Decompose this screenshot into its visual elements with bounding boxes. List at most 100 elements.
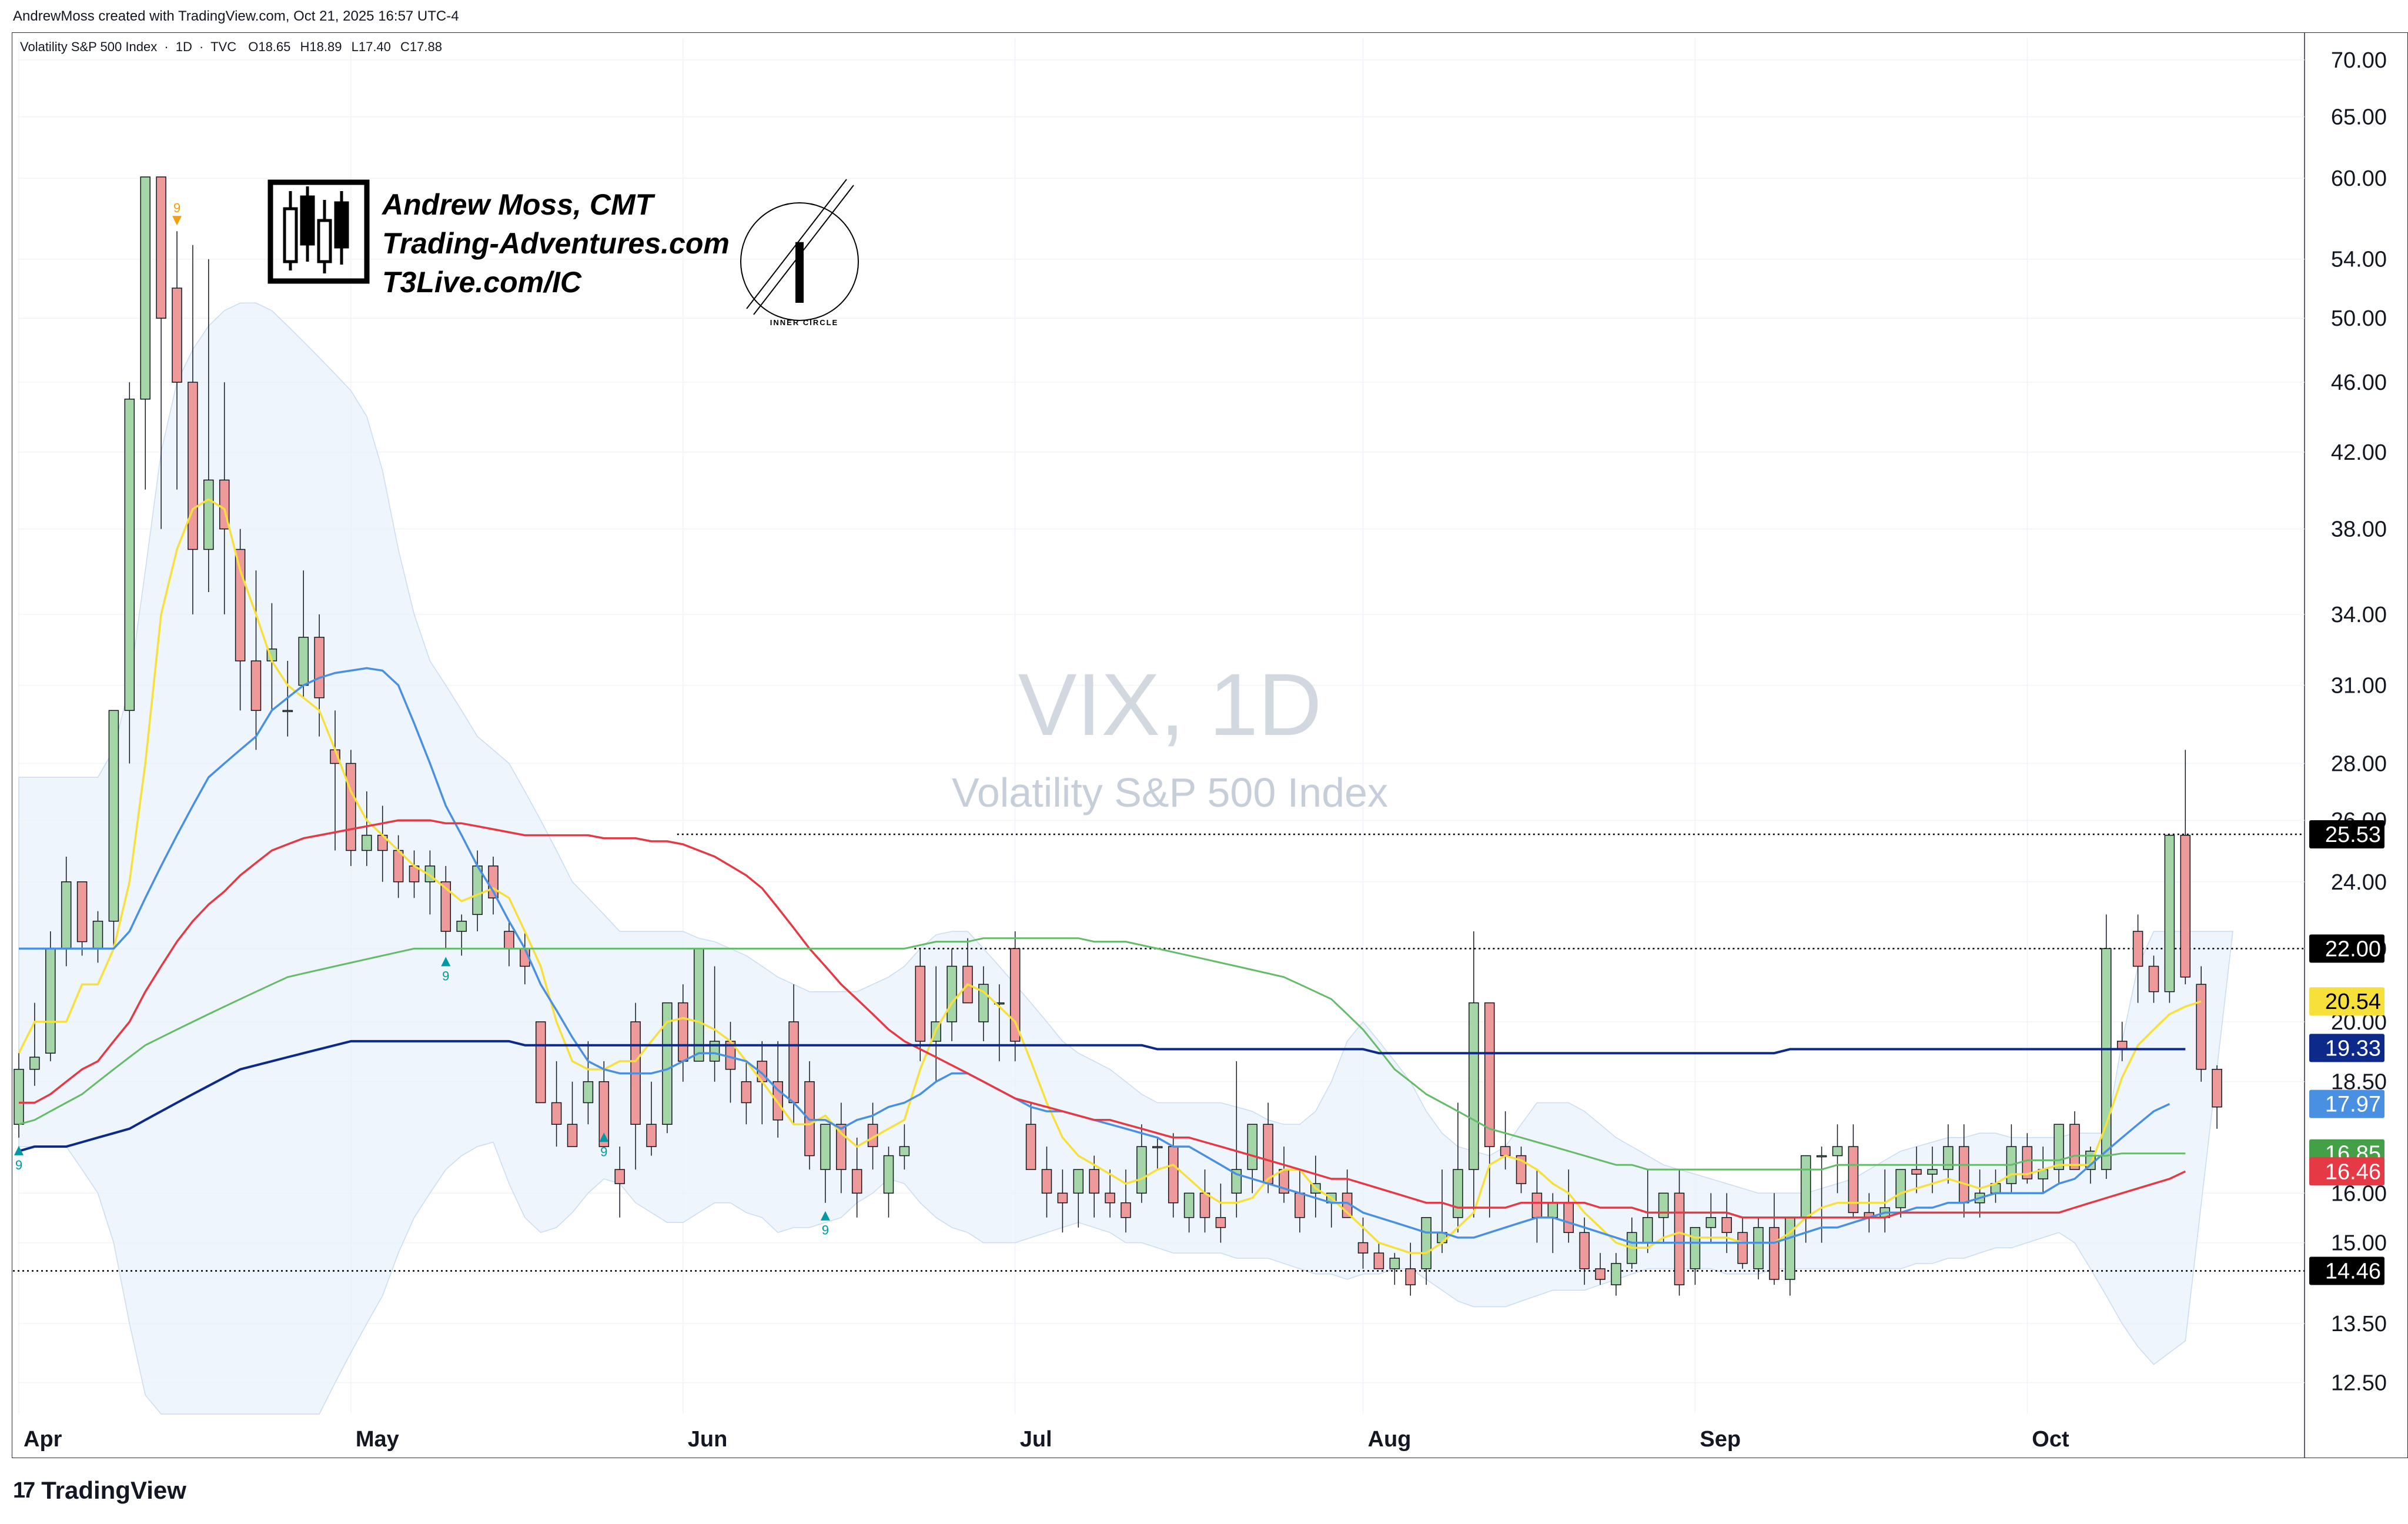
legend-separator: · <box>199 39 203 54</box>
price-badge <box>2309 1089 2384 1118</box>
candle-up <box>61 881 72 950</box>
sequence-count-label: 9 <box>15 1158 22 1172</box>
price-badge <box>2309 1256 2384 1285</box>
candle-down <box>1958 1146 1969 1204</box>
legend-close-label: C <box>400 39 410 54</box>
candle-down <box>2180 834 2191 978</box>
candle-logo-frame <box>267 179 370 284</box>
price-badge-label: 20.54 <box>2325 990 2381 1014</box>
candle-up <box>1073 1169 1084 1194</box>
candle-down <box>393 850 404 883</box>
price-axis-label: 24.00 <box>2331 870 2387 895</box>
time-axis-label: Apr <box>24 1427 62 1452</box>
candle-down <box>915 965 926 1042</box>
candle-up <box>947 965 957 1022</box>
candle-down <box>2069 1124 2080 1170</box>
candle-up <box>124 399 135 711</box>
price-axis-label: 13.50 <box>2331 1312 2387 1336</box>
candle-down <box>598 1081 610 1147</box>
author-name: Andrew Moss, CMT <box>381 188 656 221</box>
candle-up <box>2054 1124 2064 1170</box>
candle-logo-icon <box>283 186 349 273</box>
price-axis-label: 54.00 <box>2331 248 2387 272</box>
legend-low-label: L <box>352 39 359 54</box>
moving-average-line <box>18 937 2186 1171</box>
candle-down <box>1674 1192 1685 1285</box>
candle-up <box>29 1057 40 1070</box>
candle-up <box>583 1081 594 1104</box>
author-url: T3Live.com/IC <box>382 266 582 299</box>
candle-down <box>1373 1252 1384 1269</box>
candle-up <box>1816 1155 1827 1158</box>
candle-up <box>1832 1146 1843 1157</box>
candle-up <box>899 1146 910 1157</box>
candle-down <box>836 1124 847 1170</box>
legend-high-label: H <box>300 39 310 54</box>
candle-down <box>1721 1217 1732 1234</box>
candle-up <box>1421 1217 1432 1269</box>
legend-open: 18.65 <box>258 39 290 54</box>
candle-down <box>1595 1268 1606 1280</box>
candle-up <box>298 637 309 686</box>
candle-down <box>567 1124 578 1147</box>
time-axis-label: May <box>356 1427 399 1452</box>
candle-up <box>456 921 467 932</box>
price-axis-label: 38.00 <box>2331 517 2387 542</box>
candle-down <box>1911 1169 1922 1175</box>
candle-down <box>1563 1202 1574 1234</box>
price-badge-label: 14.46 <box>2325 1259 2381 1284</box>
price-badge-label: 16.46 <box>2325 1159 2381 1184</box>
price-axis-label: 70.00 <box>2331 48 2387 73</box>
candle-down <box>1215 1217 1226 1228</box>
candle-down <box>788 1021 799 1104</box>
sequence-arrow-up <box>441 957 451 967</box>
candle-up <box>92 921 103 950</box>
time-axis-label: Jun <box>688 1427 728 1452</box>
candle-up <box>282 710 293 713</box>
candle-up <box>1800 1155 1811 1218</box>
legend-separator: · <box>164 39 168 54</box>
candle-up <box>1247 1124 1257 1170</box>
price-badge <box>2309 1034 2384 1062</box>
candle-down <box>2132 931 2143 967</box>
candle-up <box>14 1068 24 1125</box>
candle-up <box>2101 948 2112 1170</box>
candle-down <box>1089 1169 1099 1194</box>
legend-symbol: Volatility S&P 500 Index <box>20 39 157 54</box>
author-branding: Andrew Moss, CMT Trading-Adventures.com … <box>267 179 859 327</box>
sequence-arrow-up <box>599 1132 609 1142</box>
candle-down <box>1500 1146 1511 1157</box>
sequence-count-label: 9 <box>600 1144 607 1159</box>
badge-text: INNER CIRCLE <box>770 318 838 327</box>
tradingview-logo[interactable]: 17 TradingView <box>13 1473 186 1508</box>
sequence-count-label: 9 <box>442 968 449 983</box>
candle-up <box>472 865 483 915</box>
price-axis-label: 65.00 <box>2331 105 2387 130</box>
watermark: VIX, 1D Volatility S&P 500 Index <box>952 655 1388 816</box>
candlestick-chart[interactable]: VIX, 1D Volatility S&P 500 Index 9 9 9 9 9 A… <box>11 32 2408 1459</box>
candle-down <box>678 1002 688 1062</box>
candle-down <box>1057 1192 1068 1204</box>
badge-circle <box>740 202 859 321</box>
candle-up <box>362 834 372 851</box>
candle-down <box>1105 1192 1115 1204</box>
candle-up <box>1152 1146 1163 1148</box>
candle-down <box>646 1124 657 1147</box>
chart-caption: AndrewMoss created with TradingView.com,… <box>13 8 459 24</box>
inner-circle-badge: I INNER CIRCLE <box>740 179 859 327</box>
candle-down <box>614 1169 625 1184</box>
candle-down <box>1579 1232 1590 1269</box>
candle-down <box>741 1081 752 1104</box>
candle-up <box>1927 1169 1938 1175</box>
moving-average-line <box>19 819 2186 1219</box>
candle-up <box>1389 1258 1400 1269</box>
candle-up <box>1183 1192 1195 1218</box>
legend-interval: 1D <box>176 39 192 54</box>
legend-low: 17.40 <box>359 39 391 54</box>
candle-down <box>1263 1124 1273 1184</box>
candle-down <box>440 881 452 932</box>
legend-source: TVC <box>210 39 236 54</box>
price-axis-label: 46.00 <box>2331 370 2387 395</box>
candle-down <box>551 1102 562 1125</box>
watermark-description: Volatility S&P 500 Index <box>952 770 1388 816</box>
